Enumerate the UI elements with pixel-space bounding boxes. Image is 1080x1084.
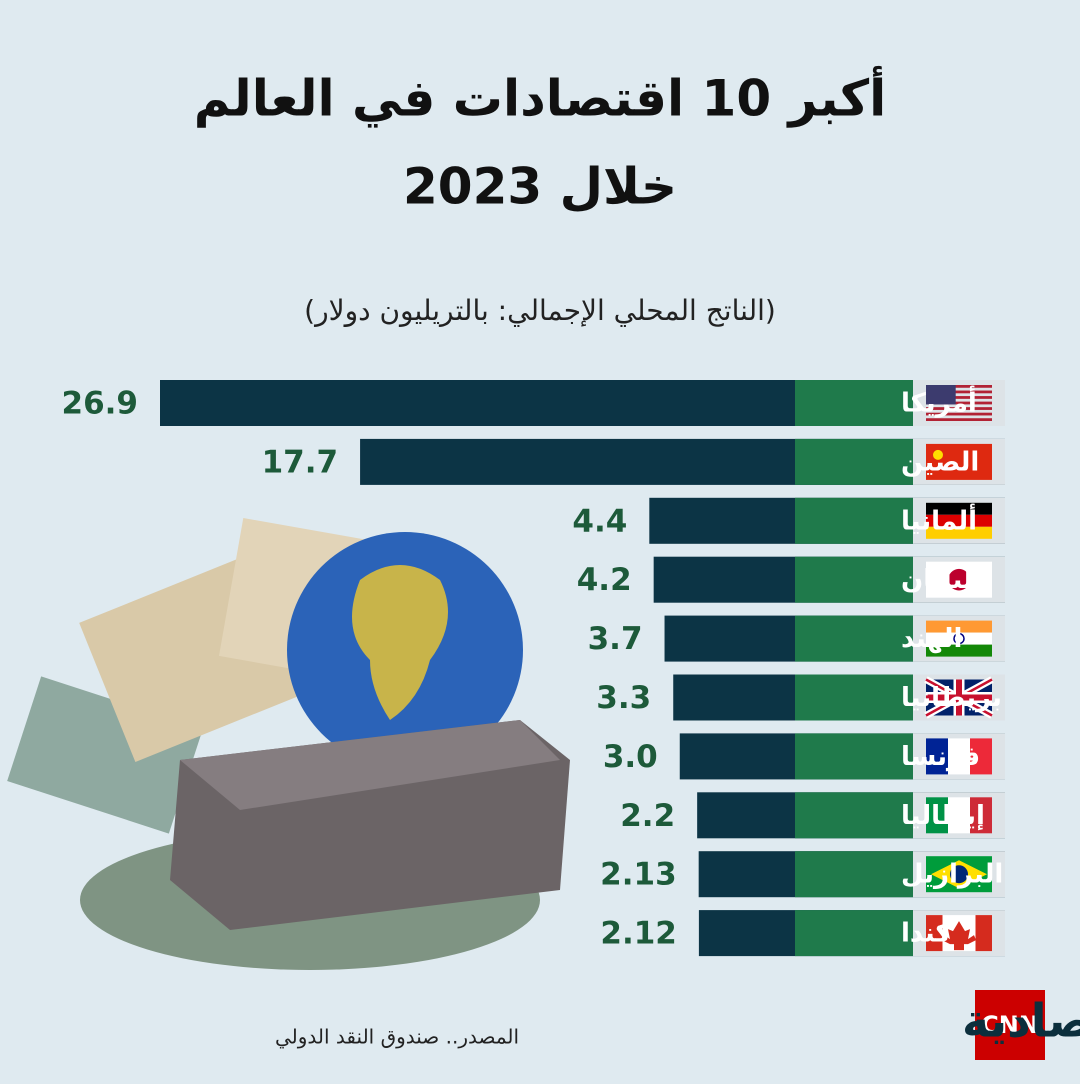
value-label: 17.7 [262, 444, 339, 480]
flag [926, 502, 992, 539]
flag-part [926, 396, 992, 399]
flag-part [950, 865, 968, 884]
label-box [795, 733, 913, 780]
label-box [795, 674, 913, 721]
flag-part [975, 915, 992, 952]
label-box [795, 615, 913, 662]
value-label: 2.12 [600, 916, 677, 952]
flag-part [948, 738, 970, 775]
flag-part [970, 797, 992, 834]
label-box [795, 438, 913, 485]
flag-part [948, 797, 970, 834]
value-label: 26.9 [62, 386, 139, 422]
flag-part [926, 514, 992, 527]
flag-part [933, 449, 943, 460]
flag-part [926, 401, 992, 405]
value-label: 3.0 [603, 739, 658, 775]
flag-part [926, 620, 992, 633]
flag-part [926, 385, 992, 388]
flag [924, 676, 994, 719]
label-box [795, 497, 913, 544]
value-label: 4.4 [572, 503, 627, 539]
flag-part [926, 412, 992, 416]
flag [926, 915, 992, 952]
flag-part [926, 632, 992, 645]
category-label: الصين [901, 447, 979, 477]
flag [926, 443, 992, 480]
flag-part [926, 443, 992, 480]
category-label: كندا [901, 919, 952, 949]
flag-part [926, 797, 948, 834]
flag-part [926, 738, 948, 775]
category-label: الهند [901, 624, 962, 654]
value-label: 3.7 [588, 621, 643, 657]
category-label: البرازيل [901, 860, 1003, 890]
illustration [7, 518, 570, 970]
flag [926, 620, 992, 657]
value-label: 2.2 [620, 798, 675, 834]
category-label: ألمانيا [901, 503, 977, 536]
flag-part [926, 418, 992, 421]
source: المصدر.. صندوق النقد الدولي [275, 1025, 519, 1050]
flag-part [926, 679, 992, 716]
logo: CNN الاقتصادية [962, 990, 1080, 1060]
category-label: بريطانيا [901, 683, 1002, 713]
category-label: إيطاليا [901, 801, 985, 831]
chart-subtitle: (الناتج المحلي الإجمالي: بالتريليون دولا… [304, 294, 776, 327]
value-label: 2.13 [600, 857, 677, 893]
flag-part [953, 632, 965, 645]
label-box [795, 792, 913, 839]
logo-brand: CNN [981, 1011, 1039, 1039]
flag-part [926, 407, 992, 410]
label-box [795, 910, 913, 957]
category-label: أمريكا [901, 386, 977, 419]
flag-part [926, 526, 992, 539]
flag-part [942, 921, 976, 951]
flag-part [970, 738, 992, 775]
value-label: 3.3 [596, 680, 651, 716]
flag-part [926, 502, 992, 515]
category-label: فرنسا [901, 742, 980, 772]
flag [926, 385, 992, 421]
flag-part [926, 385, 956, 405]
logo-badge [975, 990, 1045, 1060]
flag [926, 561, 992, 598]
label-box [795, 851, 913, 898]
flag-part [926, 390, 992, 394]
label-box [795, 556, 913, 603]
chart-title: خلال 2023 [403, 158, 677, 216]
value-label: 4.2 [577, 562, 632, 598]
chart-title: أكبر 10 اقتصادات في العالم [194, 66, 887, 129]
flag-part [926, 644, 992, 657]
flag-part [948, 568, 970, 591]
flag-part [926, 915, 943, 952]
flag [926, 738, 992, 775]
logo-name: الاقتصادية [962, 994, 1080, 1048]
label-box [795, 380, 913, 426]
flag [926, 856, 992, 893]
category-label: اليابان [901, 565, 982, 595]
flag [926, 797, 992, 834]
